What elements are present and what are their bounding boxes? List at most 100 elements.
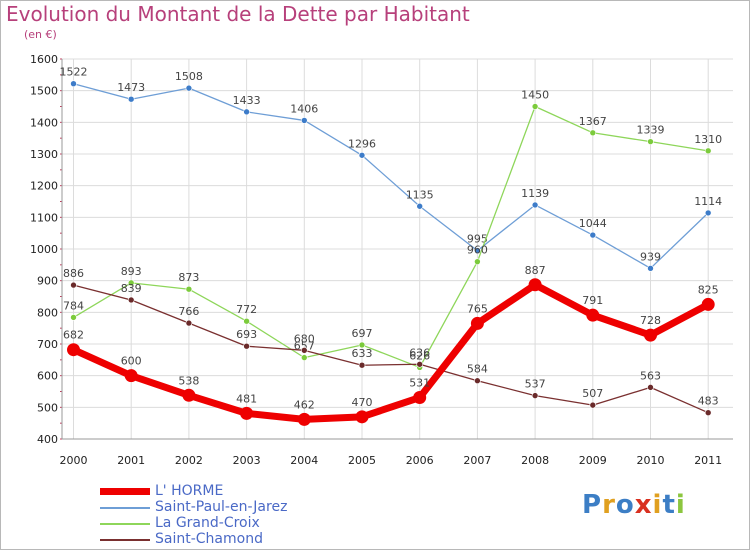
legend-swatch bbox=[100, 488, 150, 495]
series-line bbox=[72, 105, 709, 369]
series-line bbox=[72, 83, 709, 269]
data-label: 1522 bbox=[60, 66, 88, 79]
data-label: 1508 bbox=[175, 70, 203, 83]
data-point bbox=[701, 297, 715, 311]
data-point bbox=[647, 138, 654, 145]
data-point bbox=[300, 117, 308, 124]
data-point bbox=[127, 279, 135, 287]
y-tick-label: 1100 bbox=[30, 211, 58, 224]
x-tick-label: 2011 bbox=[694, 454, 722, 467]
x-tick-label: 2008 bbox=[521, 454, 549, 467]
data-label: 633 bbox=[352, 347, 373, 360]
y-tick-label: 900 bbox=[37, 275, 58, 288]
data-label: 1310 bbox=[694, 133, 722, 146]
data-label: 1450 bbox=[521, 89, 549, 102]
data-point bbox=[470, 316, 484, 330]
data-label: 481 bbox=[236, 392, 257, 405]
data-label: 470 bbox=[352, 396, 373, 409]
y-tick-label: 700 bbox=[37, 338, 58, 351]
data-point bbox=[474, 258, 481, 265]
data-point bbox=[358, 361, 366, 369]
data-label: 1406 bbox=[290, 102, 318, 115]
data-point bbox=[644, 328, 657, 342]
data-point bbox=[240, 406, 254, 420]
data-label: 995 bbox=[467, 233, 488, 246]
data-label: 766 bbox=[178, 305, 199, 318]
data-label: 1296 bbox=[348, 137, 376, 150]
legend-swatch bbox=[100, 539, 150, 541]
data-label: 825 bbox=[698, 283, 719, 296]
data-point bbox=[358, 341, 366, 349]
data-point bbox=[70, 80, 77, 87]
data-point bbox=[528, 278, 542, 292]
legend-label: L' HORME bbox=[155, 483, 224, 499]
data-label: 784 bbox=[63, 299, 84, 312]
proxiti-logo: Proxiti bbox=[582, 490, 686, 520]
chart-title: Evolution du Montant de la Dette par Hab… bbox=[6, 2, 470, 26]
y-tick-label: 1500 bbox=[30, 85, 58, 98]
data-label: 873 bbox=[178, 271, 199, 284]
data-label: 939 bbox=[640, 250, 661, 263]
data-label: 537 bbox=[525, 378, 546, 391]
data-label: 839 bbox=[121, 282, 142, 295]
data-label: 636 bbox=[409, 346, 430, 359]
y-tick-label: 1200 bbox=[30, 180, 58, 193]
data-point bbox=[185, 285, 193, 293]
data-point bbox=[67, 343, 80, 357]
data-point bbox=[358, 151, 366, 159]
data-point bbox=[127, 296, 135, 304]
data-label: 462 bbox=[294, 398, 315, 411]
x-tick-label: 2004 bbox=[290, 454, 318, 467]
x-tick-label: 2005 bbox=[348, 454, 376, 467]
data-point bbox=[589, 401, 597, 409]
data-label: 693 bbox=[236, 328, 257, 341]
data-point bbox=[647, 265, 654, 272]
data-label: 680 bbox=[294, 332, 315, 345]
legend-label: Saint-Paul-en-Jarez bbox=[155, 499, 288, 515]
data-point bbox=[300, 347, 308, 354]
data-label: 1367 bbox=[579, 115, 607, 128]
data-point bbox=[185, 319, 193, 327]
data-point bbox=[704, 409, 712, 417]
data-label: 1473 bbox=[117, 81, 145, 94]
data-point bbox=[124, 369, 138, 383]
data-point bbox=[531, 392, 539, 399]
data-label: 886 bbox=[63, 267, 84, 280]
x-tick-label: 2002 bbox=[175, 454, 203, 467]
data-label: 893 bbox=[121, 265, 142, 278]
x-tick-label: 2009 bbox=[579, 454, 607, 467]
data-label: 960 bbox=[467, 244, 488, 257]
data-label: 772 bbox=[236, 303, 257, 316]
data-point bbox=[416, 202, 424, 210]
data-label: 483 bbox=[698, 395, 719, 408]
data-label: 728 bbox=[640, 314, 661, 327]
chart-subtitle: (en €) bbox=[24, 28, 57, 41]
data-point bbox=[243, 342, 250, 350]
legend-label: Saint-Chamond bbox=[155, 531, 263, 547]
y-tick-label: 800 bbox=[37, 306, 58, 319]
series-line bbox=[72, 284, 709, 414]
x-tick-label: 2001 bbox=[117, 454, 145, 467]
data-label: 1135 bbox=[406, 188, 434, 201]
data-point bbox=[243, 317, 250, 325]
data-point bbox=[531, 201, 539, 209]
data-label: 531 bbox=[409, 377, 430, 390]
data-point bbox=[704, 147, 712, 155]
data-label: 1044 bbox=[579, 217, 607, 230]
data-point bbox=[355, 410, 369, 424]
data-label: 538 bbox=[178, 374, 199, 387]
y-tick-label: 400 bbox=[37, 433, 58, 446]
data-point bbox=[586, 308, 600, 322]
data-point bbox=[70, 281, 77, 289]
y-tick-label: 500 bbox=[37, 401, 58, 414]
data-label: 507 bbox=[582, 387, 603, 400]
data-label: 584 bbox=[467, 363, 488, 376]
data-label: 887 bbox=[525, 264, 546, 277]
y-tick-label: 1000 bbox=[30, 243, 58, 256]
data-point bbox=[474, 377, 481, 385]
data-label: 600 bbox=[121, 355, 142, 368]
y-tick-label: 1600 bbox=[30, 53, 58, 66]
data-point bbox=[300, 354, 308, 361]
data-point bbox=[413, 391, 427, 405]
